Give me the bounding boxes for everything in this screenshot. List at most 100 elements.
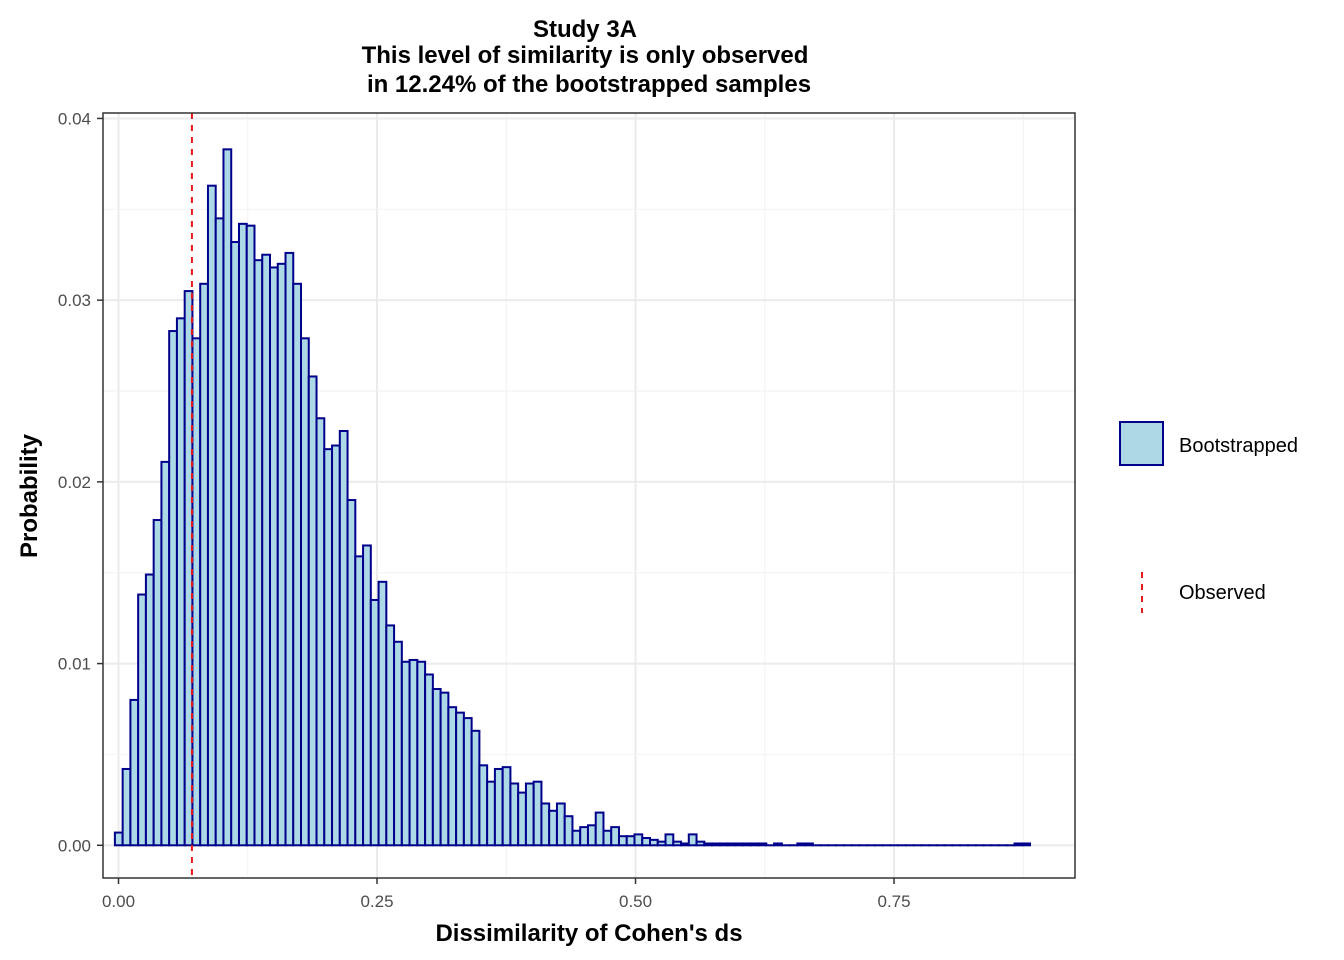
- histogram-bar: [346, 499, 357, 847]
- histogram-bar: [680, 842, 690, 847]
- histogram-bar: [563, 815, 574, 847]
- histogram-bar: [214, 217, 225, 847]
- histogram-bar: [649, 838, 659, 847]
- histogram-bar: [439, 691, 450, 847]
- histogram-bar: [517, 791, 527, 847]
- histogram-bar: [315, 417, 326, 847]
- y-tick-label: 0.02: [58, 473, 91, 492]
- histogram-bar: [152, 519, 163, 847]
- histogram-bar: [144, 573, 155, 847]
- histogram-bar: [292, 282, 303, 847]
- histogram-bar: [742, 842, 752, 847]
- histogram-bar: [796, 842, 807, 847]
- histogram-bar: [633, 833, 644, 847]
- histogram-bar: [703, 842, 714, 847]
- histogram-bar: [300, 337, 310, 847]
- chart-title-line-1: Study 3A: [533, 16, 637, 43]
- histogram-bar: [664, 833, 675, 847]
- histogram-bar: [268, 266, 279, 847]
- histogram-bar: [447, 706, 458, 847]
- histogram-bar: [486, 780, 496, 847]
- histogram-bar: [718, 842, 729, 847]
- histogram-bar: [191, 337, 202, 847]
- histogram-bar: [540, 802, 551, 847]
- histogram-bar: [749, 842, 760, 847]
- histogram-bar: [338, 429, 349, 847]
- histogram-bar: [253, 259, 264, 847]
- histogram-bars: [113, 148, 1032, 847]
- histogram-bar: [617, 835, 628, 847]
- histogram-bar: [695, 840, 706, 847]
- plot-panel-border: [102, 112, 1076, 879]
- x-tick-label: 0.50: [619, 892, 652, 911]
- histogram-bar: [377, 580, 388, 847]
- x-tick-label: 0.75: [877, 892, 910, 911]
- histogram-bar: [237, 222, 248, 847]
- histogram-bar: [323, 448, 334, 847]
- histogram-bar: [385, 624, 396, 847]
- histogram-bar: [129, 698, 140, 847]
- y-tick-label: 0.03: [58, 291, 91, 310]
- histogram-bar: [493, 767, 504, 847]
- histogram-bar: [571, 829, 582, 847]
- histogram-bar: [509, 782, 520, 847]
- histogram-bar: [113, 831, 124, 847]
- histogram-bar: [416, 660, 427, 847]
- histogram-bar: [656, 840, 667, 847]
- histogram-bar: [362, 544, 372, 847]
- histogram-bar: [672, 840, 683, 847]
- histogram-bar: [276, 262, 287, 847]
- histogram-bar: [501, 766, 512, 847]
- y-tick-label: 0.04: [58, 109, 91, 128]
- histogram-bar: [331, 444, 341, 847]
- histogram-bar: [555, 802, 566, 847]
- x-tick-label: 0.00: [102, 892, 135, 911]
- histogram-bar: [206, 184, 217, 847]
- histogram-bar: [121, 767, 132, 847]
- histogram-bar: [393, 640, 403, 847]
- histogram-bar: [168, 330, 178, 847]
- histogram-bar: [804, 842, 814, 847]
- x-axis: 0.00 0.25 0.50 0.75: [102, 878, 911, 911]
- histogram-bar: [610, 826, 620, 847]
- histogram-bar: [307, 375, 318, 847]
- x-axis-title: Dissimilarity of Cohen's ds: [435, 920, 742, 947]
- histogram-bar: [726, 842, 737, 847]
- histogram-bar: [354, 555, 365, 847]
- histogram-bar: [773, 842, 783, 847]
- histogram-bar: [408, 658, 419, 847]
- histogram-bar: [532, 780, 543, 847]
- histogram-bar: [594, 811, 605, 847]
- histogram-bar: [245, 224, 256, 847]
- legend-bootstrapped-label: Bootstrapped: [1179, 435, 1298, 457]
- histogram-bar: [579, 826, 589, 847]
- chart-title-line-2: This level of similarity is only observe…: [362, 42, 809, 69]
- histogram-bar: [1013, 842, 1024, 847]
- histogram-bar: [400, 660, 411, 847]
- histogram-bar: [175, 317, 186, 847]
- histogram-bar: [1021, 842, 1032, 847]
- histogram-bar: [548, 809, 558, 847]
- histogram-bar: [757, 842, 768, 847]
- y-axis: 0.00 0.01 0.02 0.03 0.04: [58, 109, 103, 855]
- chart-title-line-3: in 12.24% of the bootstrapped samples: [367, 71, 811, 98]
- histogram-bar: [687, 833, 698, 847]
- histogram-bar: [470, 729, 481, 847]
- histogram-bar: [641, 837, 652, 847]
- histogram-bar: [524, 782, 535, 847]
- histogram-bar: [199, 282, 209, 847]
- legend: Bootstrapped Observed: [1119, 421, 1298, 613]
- histogram-bar: [424, 673, 434, 847]
- legend-bootstrapped-swatch: [1119, 421, 1164, 466]
- histogram-bar: [222, 148, 233, 847]
- histogram-bar: [734, 842, 745, 847]
- y-tick-label: 0.01: [58, 655, 91, 674]
- histogram-bar: [160, 460, 171, 847]
- histogram-bar: [137, 593, 147, 847]
- histogram-bar: [711, 842, 721, 847]
- histogram-bar: [602, 829, 613, 847]
- histogram-bar: [369, 598, 380, 847]
- y-tick-label: 0.00: [58, 836, 91, 855]
- histogram-bar: [230, 241, 240, 847]
